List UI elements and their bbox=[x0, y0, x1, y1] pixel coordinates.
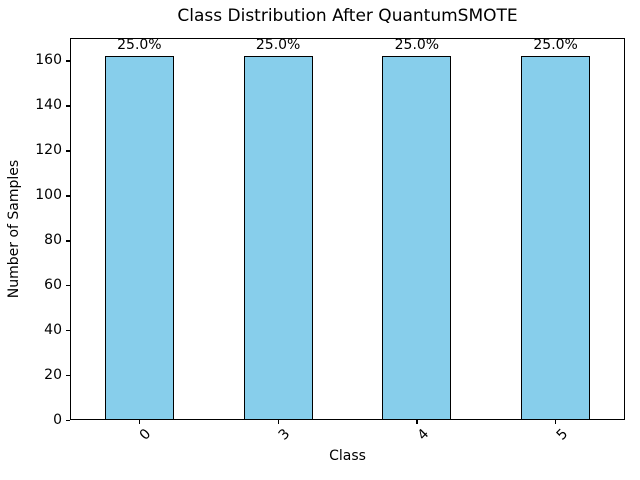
y-tick-mark bbox=[66, 105, 70, 107]
y-tick-label: 60 bbox=[44, 277, 62, 294]
x-tick-mark bbox=[555, 420, 557, 424]
x-tick-label-text: 0 bbox=[137, 426, 155, 444]
y-tick-label: 140 bbox=[35, 97, 62, 114]
y-tick-label: 20 bbox=[44, 367, 62, 384]
x-tick-label-text: 5 bbox=[553, 426, 571, 444]
y-tick-label: 120 bbox=[35, 142, 62, 159]
y-tick-mark bbox=[66, 330, 70, 332]
y-tick-mark bbox=[66, 60, 70, 62]
chart-title: Class Distribution After QuantumSMOTE bbox=[177, 6, 518, 26]
bar bbox=[521, 55, 591, 420]
y-axis-label: Number of Samples bbox=[6, 159, 22, 299]
y-tick-mark bbox=[66, 150, 70, 152]
y-tick-mark bbox=[66, 375, 70, 377]
bar bbox=[382, 55, 452, 420]
bar-value-label: 25.0% bbox=[533, 36, 578, 53]
y-tick-label: 40 bbox=[44, 322, 62, 339]
x-tick-label-text: 4 bbox=[414, 426, 433, 444]
bar bbox=[104, 55, 174, 420]
x-tick-mark bbox=[138, 420, 141, 424]
bar-value-label: 25.0% bbox=[255, 36, 301, 53]
y-tick-mark bbox=[66, 240, 70, 242]
y-tick-mark bbox=[66, 285, 70, 287]
x-axis-label: Class bbox=[329, 448, 366, 464]
y-tick-label: 0 bbox=[53, 412, 62, 428]
bar-value-label: 25.0% bbox=[117, 36, 162, 53]
y-tick-label: 100 bbox=[35, 187, 62, 204]
bar-value-label: 25.0% bbox=[394, 36, 440, 53]
y-tick-mark bbox=[66, 420, 70, 422]
y-tick-label: 160 bbox=[35, 52, 62, 69]
x-tick-mark bbox=[416, 420, 418, 424]
x-tick-mark bbox=[277, 420, 279, 424]
bar bbox=[243, 55, 313, 420]
y-tick-label: 80 bbox=[44, 232, 62, 249]
y-tick-mark bbox=[66, 195, 70, 197]
x-tick-label-text: 3 bbox=[275, 426, 294, 444]
